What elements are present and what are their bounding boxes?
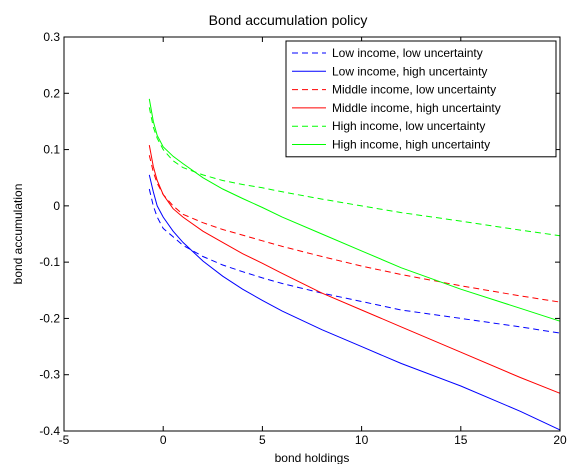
legend-label: Low income, high uncertainty (332, 64, 487, 78)
y-axis-label: bond accumulation (11, 184, 25, 285)
legend-label: Low income, low uncertainty (332, 46, 483, 60)
series-line-3 (148, 155, 561, 303)
y-tick-label: -0.2 (39, 311, 60, 325)
series-line-6 (148, 98, 561, 322)
y-tick-label: 0.3 (43, 30, 60, 44)
axis-ticks: -5 0 5 10 15 20 -0.4 -0.3 -0.2 -0.1 0 0.1 0.2 0.3 (39, 30, 567, 447)
chart-title: Bond accumulation policy (209, 12, 368, 28)
series-lines (148, 98, 561, 431)
y-tick-label: -0.1 (39, 255, 60, 269)
x-tick-label: 5 (259, 433, 266, 447)
y-tick-label: 0.1 (43, 143, 60, 157)
series-line-2 (148, 174, 561, 431)
y-tick-label: 0.2 (43, 86, 60, 100)
series-line-1 (148, 188, 561, 334)
series-line-5 (148, 107, 561, 237)
legend-label: High income, high uncertainty (332, 138, 490, 152)
x-tick-label: -5 (59, 433, 70, 447)
legend-label: Middle income, high uncertainty (332, 101, 501, 115)
x-axis-label: bond holdings (275, 451, 350, 464)
x-tick-label: 20 (553, 433, 567, 447)
y-tick-label: -0.3 (39, 368, 60, 382)
x-tick-label: 0 (160, 433, 167, 447)
x-tick-label: 10 (355, 433, 369, 447)
y-tick-label: 0 (53, 199, 60, 213)
plot-frame (63, 36, 561, 432)
series-line-4 (148, 145, 561, 394)
legend-label: Middle income, low uncertainty (332, 83, 496, 97)
legend: Low income, low uncertainty Low income, h… (285, 40, 557, 158)
y-tick-label: -0.4 (39, 424, 60, 438)
legend-label: High income, low uncertainty (332, 119, 485, 133)
legend-box (285, 40, 557, 158)
x-tick-label: 15 (454, 433, 468, 447)
